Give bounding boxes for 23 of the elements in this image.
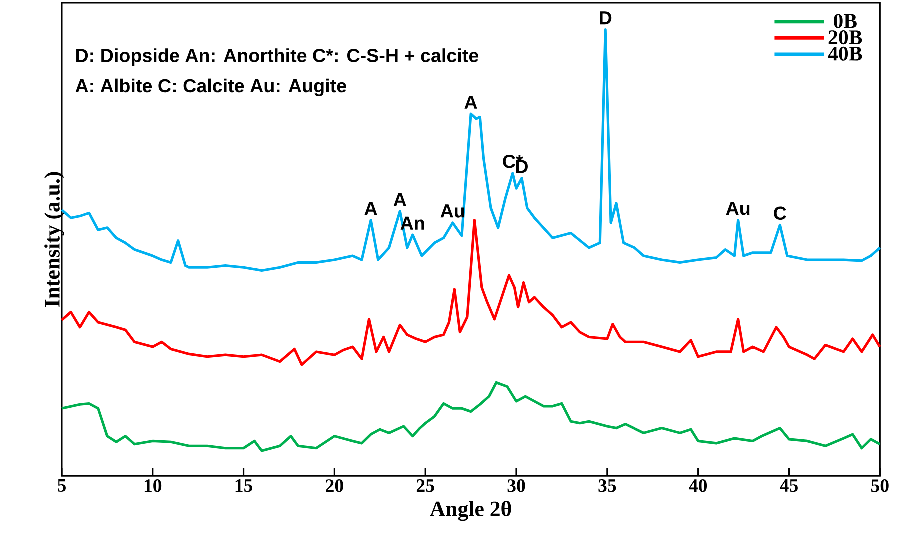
y-axis-title: Intensity (a.u.) bbox=[44, 172, 64, 307]
x-tick-label: 45 bbox=[780, 479, 798, 492]
x-tick-label: 15 bbox=[236, 479, 253, 492]
x-tick-label: 10 bbox=[144, 479, 162, 492]
legend-label: 40B bbox=[828, 46, 862, 61]
annotation: C bbox=[774, 206, 786, 220]
annotation: A bbox=[394, 193, 406, 206]
x-tick-label: 30 bbox=[508, 479, 526, 492]
annotation: A: Albite C: Calcite Au: Augite bbox=[76, 78, 346, 96]
annotation: D: Diopside An: Anorthite C*: C-S-H + calcite bbox=[76, 48, 479, 66]
x-tick-label: 25 bbox=[416, 479, 434, 492]
legend-label: 0B bbox=[834, 14, 857, 28]
annotation: Au bbox=[726, 202, 750, 215]
annotation: D bbox=[600, 11, 612, 24]
annotation: A bbox=[364, 202, 378, 215]
legend-label: 20B bbox=[828, 30, 862, 44]
x-tick-label: 35 bbox=[598, 479, 616, 492]
x-axis-title: Angle 2θ bbox=[430, 500, 512, 521]
x-tick-label: 5 bbox=[58, 479, 66, 492]
x-tick-label: 50 bbox=[871, 479, 889, 492]
x-tick-label: 40 bbox=[689, 479, 708, 492]
x-tick-label: 20 bbox=[326, 479, 344, 492]
annotation: A bbox=[464, 96, 478, 109]
